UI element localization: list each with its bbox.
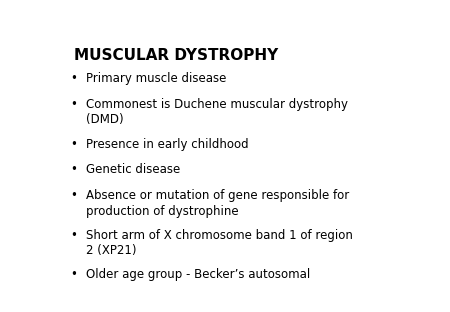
Text: Older age group - Becker’s autosomal: Older age group - Becker’s autosomal — [86, 268, 310, 281]
Text: Primary muscle disease: Primary muscle disease — [86, 72, 226, 85]
Text: Short arm of X chromosome band 1 of region
2 (XP21): Short arm of X chromosome band 1 of regi… — [86, 229, 353, 257]
Text: •: • — [70, 268, 77, 281]
Text: •: • — [70, 163, 77, 176]
Text: •: • — [70, 98, 77, 111]
Text: •: • — [70, 189, 77, 202]
Text: MUSCULAR DYSTROPHY: MUSCULAR DYSTROPHY — [74, 48, 278, 63]
Text: Genetic disease: Genetic disease — [86, 163, 180, 176]
Text: •: • — [70, 138, 77, 151]
Text: •: • — [70, 72, 77, 85]
Text: Absence or mutation of gene responsible for
production of dystrophine: Absence or mutation of gene responsible … — [86, 189, 349, 217]
Text: Presence in early childhood: Presence in early childhood — [86, 138, 248, 151]
Text: Commonest is Duchene muscular dystrophy
(DMD): Commonest is Duchene muscular dystrophy … — [86, 98, 348, 126]
Text: •: • — [70, 229, 77, 242]
